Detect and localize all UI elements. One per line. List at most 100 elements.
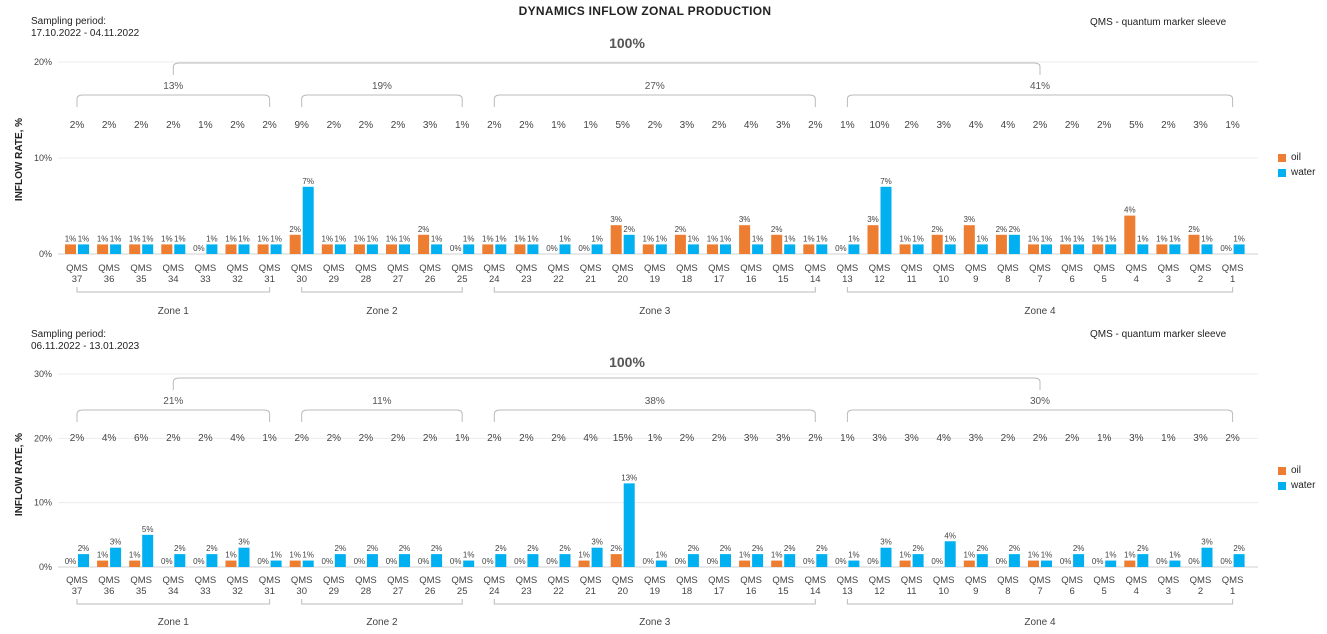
category-label-number: 26	[425, 586, 436, 597]
zone-share-label: 38%	[645, 396, 665, 407]
legend-item-water: water	[1278, 480, 1315, 491]
zone-bracket-top	[846, 94, 1234, 107]
category-label-number: 11	[907, 586, 917, 597]
category-label: QMS	[1190, 575, 1212, 586]
oil-value-label: 1%	[225, 234, 237, 243]
zone-label: Zone 1	[158, 617, 190, 628]
oil-value-label: 1%	[514, 234, 526, 243]
qms-total-label: 2%	[359, 433, 374, 444]
oil-value-label: 4%	[1124, 206, 1136, 215]
qms-total-label: 2%	[487, 433, 502, 444]
y-tick-label: 0%	[39, 249, 52, 259]
water-value-label: 7%	[302, 177, 314, 186]
category-label-number: 22	[553, 274, 564, 285]
zone-share-label: 11%	[372, 396, 391, 407]
oil-value-label: 1%	[65, 234, 77, 243]
water-value-label: 1%	[944, 234, 956, 243]
zone-share-label: 21%	[163, 396, 183, 407]
category-label-number: 11	[907, 274, 917, 285]
oil-value-label: 1%	[578, 551, 590, 560]
qms-total-label: 3%	[423, 120, 438, 131]
water-value-label: 1%	[591, 234, 603, 243]
category-label: QMS	[259, 575, 281, 586]
category-label-number: 10	[938, 274, 949, 285]
category-label-number: 22	[553, 586, 564, 597]
zone-bracket-top	[301, 409, 463, 422]
category-label-number: 13	[842, 586, 853, 597]
water-bar	[110, 244, 122, 254]
category-label: QMS	[323, 263, 345, 274]
category-label: QMS	[516, 263, 538, 274]
category-label: QMS	[1158, 575, 1180, 586]
category-label: QMS	[387, 575, 409, 586]
water-bar	[720, 244, 731, 254]
qms-total-label: 9%	[294, 120, 309, 131]
water-value-label: 1%	[784, 234, 796, 243]
water-bar	[110, 547, 122, 567]
water-value-label: 2%	[1073, 544, 1085, 553]
oil-bar	[289, 560, 301, 567]
water-bar	[1008, 554, 1020, 567]
qms-total-label: 2%	[1097, 120, 1112, 131]
category-label: QMS	[708, 575, 730, 586]
qms-total-label: 1%	[455, 120, 470, 131]
category-label-number: 34	[168, 274, 179, 285]
legend-item-water: water	[1278, 167, 1315, 178]
category-label-number: 12	[874, 274, 885, 285]
qms-total-label: 4%	[936, 433, 951, 444]
category-label-number: 23	[521, 274, 532, 285]
oil-bar	[289, 234, 301, 254]
qms-total-label: 2%	[519, 433, 534, 444]
water-bar	[1233, 554, 1245, 567]
water-value-label: 2%	[752, 544, 764, 553]
qms-total-label: 2%	[551, 433, 566, 444]
category-label: QMS	[483, 575, 505, 586]
zone-bracket-top	[493, 94, 816, 107]
y-tick-label: 20%	[34, 433, 52, 443]
category-label-number: 27	[393, 274, 404, 285]
category-label-number: 21	[585, 274, 596, 285]
oil-value-label: 0%	[354, 557, 366, 566]
category-label-number: 12	[874, 586, 885, 597]
water-value-label: 2%	[816, 544, 828, 553]
category-label: QMS	[548, 575, 570, 586]
water-bar	[559, 554, 571, 567]
oil-value-label: 1%	[482, 234, 494, 243]
oil-value-label: 0%	[931, 557, 943, 566]
zone-share-label: 27%	[645, 81, 665, 92]
category-label-number: 10	[938, 586, 949, 597]
category-label: QMS	[259, 263, 281, 274]
oil-bar	[995, 234, 1007, 254]
water-value-label: 1%	[752, 234, 764, 243]
total-share-label: 100%	[609, 354, 645, 370]
oil-value-label: 1%	[771, 551, 783, 560]
oil-value-label: 0%	[482, 557, 494, 566]
oil-bar	[963, 225, 975, 254]
water-value-label: 13%	[621, 473, 637, 482]
oil-value-label: 0%	[450, 244, 462, 253]
zone-bracket-bottom	[493, 287, 816, 293]
water-bar	[527, 244, 539, 254]
oil-value-label: 1%	[225, 551, 237, 560]
water-bar	[944, 541, 956, 567]
category-label-number: 3	[1166, 274, 1171, 285]
category-label: QMS	[676, 575, 698, 586]
bar-chart-period-2: 0%10%20%30%100%21%Zone 111%Zone 238%Zone…	[34, 354, 1258, 628]
category-label-number: 37	[72, 274, 83, 285]
zone-label: Zone 3	[639, 617, 671, 628]
oil-value-label: 1%	[1060, 234, 1072, 243]
category-label-number: 9	[973, 586, 978, 597]
oil-bar	[225, 244, 237, 254]
category-label-number: 9	[973, 274, 978, 285]
water-value-label: 1%	[463, 551, 475, 560]
zone-bracket-bottom	[493, 599, 816, 605]
oil-value-label: 0%	[835, 244, 847, 253]
oil-value-label: 1%	[354, 234, 366, 243]
category-label-number: 33	[200, 586, 211, 597]
qms-note: QMS - quantum marker sleeve	[1090, 329, 1227, 340]
oil-value-label: 1%	[1028, 551, 1040, 560]
category-label-number: 15	[778, 274, 789, 285]
water-bar	[784, 554, 796, 567]
qms-total-label: 2%	[1001, 433, 1016, 444]
water-bar	[174, 554, 186, 567]
